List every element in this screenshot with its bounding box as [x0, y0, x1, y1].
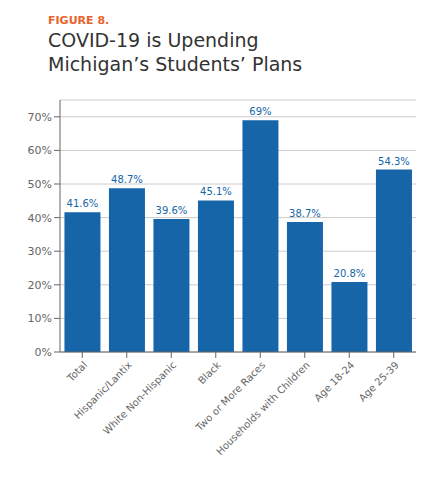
svg-text:Households with Children: Households with Children: [214, 359, 312, 457]
html-text:COVID-19 is Upending: COVID-19 is Upending: [48, 29, 259, 51]
svg-text:Hispanic/Lantix: Hispanic/Lantix: [71, 359, 134, 422]
svg-text:45.1%: 45.1%: [200, 186, 232, 197]
svg-text:70%: 70%: [28, 111, 52, 124]
svg-text:30%: 30%: [28, 245, 52, 258]
svg-text:20.8%: 20.8%: [334, 268, 366, 279]
svg-text:Age 18-24: Age 18-24: [312, 359, 356, 403]
svg-text:Black: Black: [196, 359, 223, 386]
svg-text:39.6%: 39.6%: [156, 205, 188, 216]
svg-text:10%: 10%: [28, 312, 52, 325]
svg-text:54.3%: 54.3%: [378, 156, 410, 167]
svg-text:41.6%: 41.6%: [67, 198, 99, 209]
svg-text:69%: 69%: [249, 106, 271, 117]
svg-text:60%: 60%: [28, 144, 52, 157]
html-text:FIGURE 8.: FIGURE 8.: [48, 14, 110, 27]
html-text:Michigan’s Students’ Plans: Michigan’s Students’ Plans: [48, 53, 303, 75]
svg-text:Age 25-39: Age 25-39: [357, 359, 401, 403]
svg-text:0%: 0%: [35, 346, 52, 359]
svg-text:50%: 50%: [28, 178, 52, 191]
svg-text:38.7%: 38.7%: [289, 208, 321, 219]
svg-text:Total: Total: [64, 359, 89, 384]
svg-text:Two or More Races: Two or More Races: [193, 359, 268, 433]
svg-text:40%: 40%: [28, 212, 52, 225]
svg-text:48.7%: 48.7%: [111, 174, 143, 185]
svg-text:White Non-Hispanic: White Non-Hispanic: [101, 359, 178, 436]
svg-text:20%: 20%: [28, 279, 52, 292]
